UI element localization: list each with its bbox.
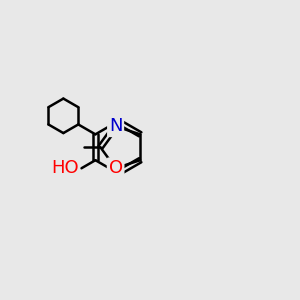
Text: HO: HO xyxy=(52,159,79,177)
Text: O: O xyxy=(109,159,123,177)
Text: N: N xyxy=(109,117,122,135)
